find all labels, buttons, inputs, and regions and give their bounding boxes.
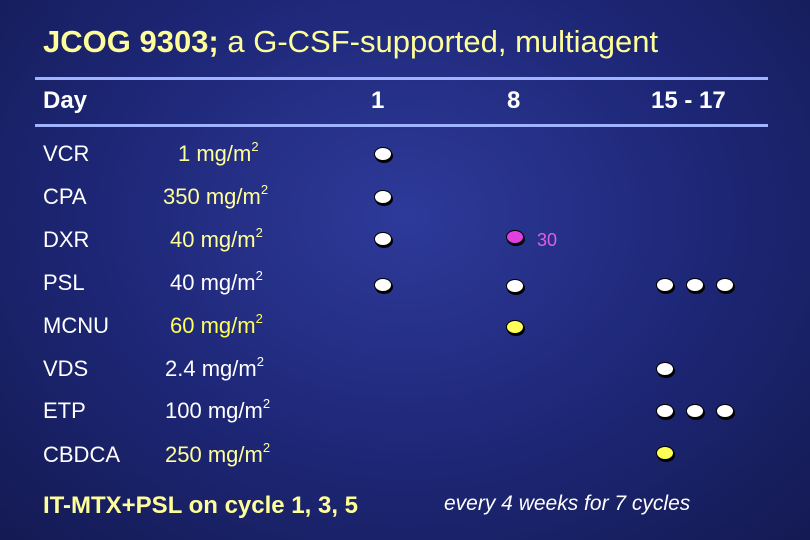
dose-marker-dxr-day8	[506, 230, 524, 244]
dose-dxr: 40 mg/m2	[170, 225, 263, 252]
drug-cpa: CPA	[43, 184, 87, 209]
dose-marker-psl-day1	[374, 278, 392, 292]
dose-marker-cpa-day1	[374, 190, 392, 204]
header-day-15-17: 15 - 17	[651, 87, 726, 114]
title-protocol: JCOG 9303;	[43, 24, 219, 59]
drug-vcr: VCR	[43, 141, 90, 166]
dose-etp: 100 mg/m2	[165, 396, 271, 423]
dose-marker-psl-day15	[656, 278, 674, 292]
dose-vcr: 1 mg/m2	[178, 139, 259, 166]
footer-cycle-schedule: every 4 weeks for 7 cycles	[444, 492, 691, 515]
dxr-day8-dose-note: 30	[537, 230, 558, 250]
dose-marker-etp-day15	[656, 404, 674, 418]
header-day-8: 8	[507, 87, 521, 114]
dose-marker-cbdca-day15	[656, 446, 674, 460]
dose-marker-psl-day17	[716, 278, 734, 292]
header-day-1: 1	[371, 87, 385, 114]
footer-intrathecal-note: IT-MTX+PSL on cycle 1, 3, 5	[43, 492, 359, 519]
header-day: Day	[43, 87, 88, 114]
drug-vds: VDS	[43, 356, 89, 381]
dose-marker-dxr-day1	[374, 232, 392, 246]
drug-mcnu: MCNU	[43, 313, 109, 338]
drug-dxr: DXR	[43, 227, 90, 252]
drug-etp: ETP	[43, 398, 86, 423]
top-rule	[35, 77, 768, 80]
dose-psl: 40 mg/m2	[170, 268, 263, 295]
drug-cbdca: CBDCA	[43, 442, 121, 467]
dose-marker-etp-day16	[686, 404, 704, 418]
dose-vds: 2.4 mg/m2	[165, 354, 264, 381]
dose-marker-mcnu-day8	[506, 320, 524, 334]
header-rule	[35, 124, 768, 127]
title-description: a G-CSF-supported, multiagent	[218, 24, 659, 59]
dose-marker-psl-day8	[506, 279, 524, 293]
dose-marker-etp-day17	[716, 404, 734, 418]
dose-cpa: 350 mg/m2	[163, 182, 269, 209]
dose-marker-vds-day15	[656, 362, 674, 376]
dose-marker-psl-day16	[686, 278, 704, 292]
dose-cbdca: 250 mg/m2	[165, 440, 271, 467]
page-title: JCOG 9303; a G-CSF-supported, multiagent	[43, 24, 658, 60]
dose-marker-vcr-day1	[374, 147, 392, 161]
drug-psl: PSL	[43, 270, 85, 295]
dose-mcnu: 60 mg/m2	[170, 311, 263, 338]
